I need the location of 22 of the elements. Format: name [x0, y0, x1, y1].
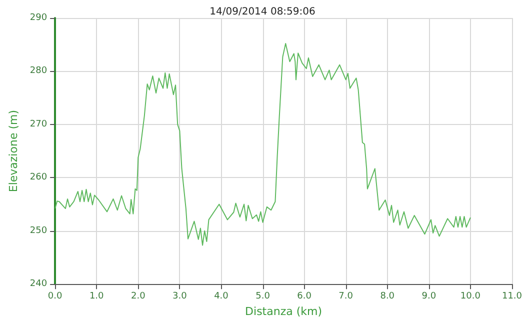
y-axis-title: Elevazione (m) [7, 110, 20, 192]
y-tick-label: 250 [30, 226, 48, 236]
x-tick-label: 5.0 [256, 292, 270, 302]
x-tick-label: 3.0 [172, 292, 188, 302]
x-axis-title: Distanza (km) [245, 305, 322, 318]
y-tick-label: 240 [30, 279, 48, 290]
x-tick-label: 2.0 [130, 292, 146, 302]
y-tick-label: 290 [30, 13, 48, 23]
x-tick-label: 9.0 [422, 292, 436, 302]
x-tick-label: 1.0 [89, 292, 104, 302]
x-tick-label: 6.0 [297, 292, 312, 302]
x-tick-label: 7.0 [338, 292, 354, 302]
chart-title: 14/09/2014 08:59:06 [210, 6, 316, 18]
y-tick-label: 270 [30, 119, 48, 130]
x-tick-label: 8.0 [380, 292, 395, 302]
line-series [54, 43, 471, 246]
x-tick-label: 11.0 [502, 292, 522, 302]
x-tick-label: 10.0 [460, 292, 481, 302]
x-tick-label: 4.0 [214, 292, 229, 302]
y-tick-label: 260 [30, 172, 48, 183]
y-tick-label: 280 [30, 66, 48, 76]
x-tick-label: 0.0 [48, 292, 62, 302]
